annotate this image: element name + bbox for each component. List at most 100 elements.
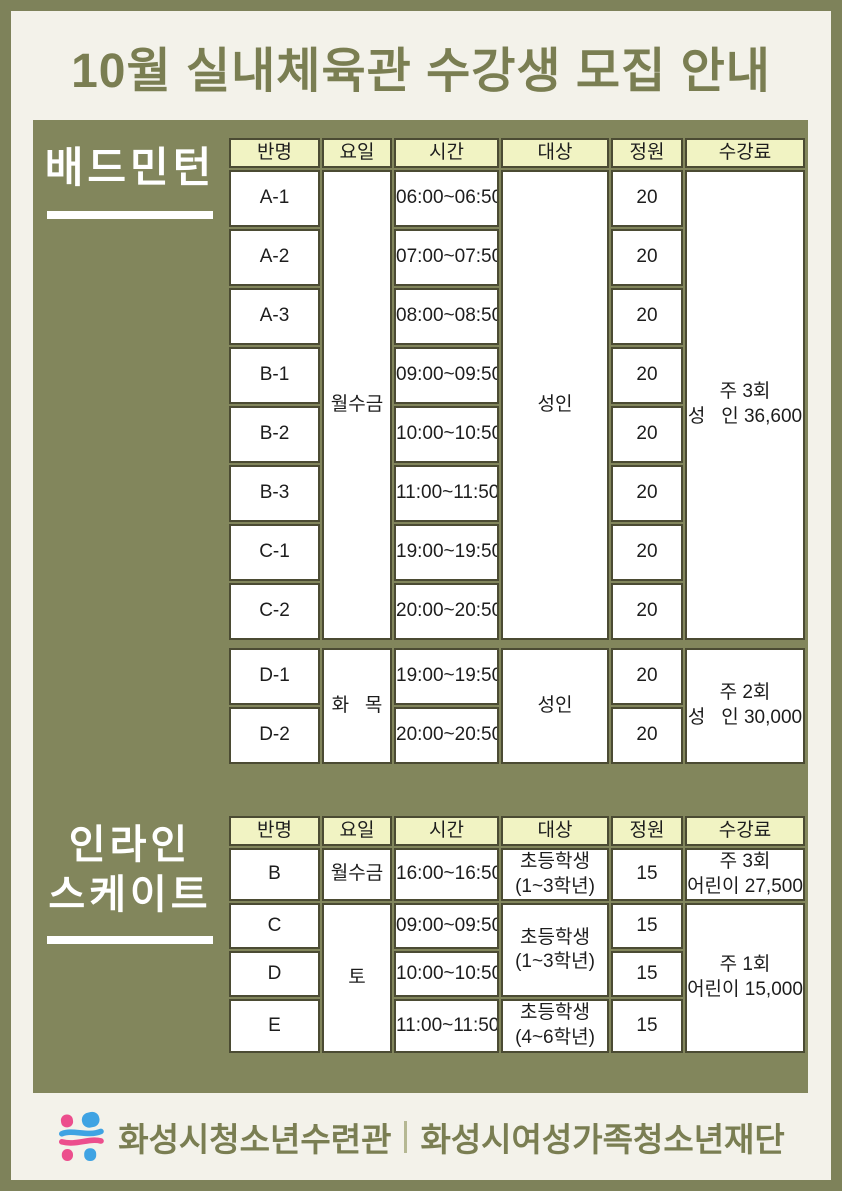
inline-skate-label-line2: 스케이트: [48, 873, 212, 917]
table-cell: 성인: [501, 648, 609, 764]
inline-skate-table: 반명 요일 시간 대상 정원 수강료 B 월수금 16:00~16:50 초등학생 (1~3학년)…: [227, 814, 807, 1055]
table-row: D 10:00~10:50 15: [229, 951, 805, 998]
title-block: 10월 실내체육관 수강생 모집 안내: [11, 11, 831, 120]
column-header: 시간: [394, 816, 499, 846]
column-header: 시간: [394, 138, 499, 168]
inline-skate-section: 인라인 스케이트 반명 요일 시간 대상 정원 수강료 B 월수금 16:00~16:50 초등학…: [33, 814, 808, 1055]
table-cell: 15: [611, 951, 683, 998]
table-cell: 10:00~10:50: [394, 406, 499, 463]
table-cell: 20:00~20:50: [394, 707, 499, 764]
table-cell: E: [229, 999, 320, 1053]
table-cell: 15: [611, 999, 683, 1053]
table-cell: D: [229, 951, 320, 998]
column-header: 요일: [322, 138, 392, 168]
table-cell: 20: [611, 465, 683, 522]
badminton-section: 배드민턴 반명 요일 시간 대상 정원 수강료 A-1 월수금 06:00~06:50 성인 20 주…: [33, 136, 808, 766]
table-cell: D-1: [229, 648, 320, 705]
table-cell: 월수금: [322, 170, 392, 640]
footer-divider: [404, 1120, 408, 1153]
table-cell: B-2: [229, 406, 320, 463]
table-cell: 20: [611, 406, 683, 463]
column-header: 대상: [501, 138, 609, 168]
column-header: 반명: [229, 816, 320, 846]
table-cell: 20: [611, 648, 683, 705]
inline-skate-label-line1: 인라인: [68, 823, 192, 867]
table-row: A-3 08:00~08:50 20: [229, 288, 805, 345]
table-cell: 성인: [501, 170, 609, 640]
table-cell: 20: [611, 170, 683, 227]
table-row: A-2 07:00~07:50 20: [229, 229, 805, 286]
column-header: 정원: [611, 138, 683, 168]
table-row: D-1 화 목 19:00~19:50 성인 20 주 2회 성 인 30,000: [229, 648, 805, 764]
table-cell: 20: [611, 524, 683, 581]
badminton-label-underline: [47, 210, 213, 219]
table-cell: 06:00~06:50: [394, 170, 499, 227]
footer: 화성시청소년수련관 화성시여성가족청소년재단: [11, 1093, 831, 1180]
footer-org-right: 화성시여성가족청소년재단: [420, 1120, 785, 1158]
table-cell: 주 1회 어린이 15,000: [685, 903, 805, 1053]
table-cell: 09:00~09:50: [394, 347, 499, 404]
table-cell: A-1: [229, 170, 320, 227]
table-cell: 20: [611, 288, 683, 345]
table-row: B 월수금 16:00~16:50 초등학생 (1~3학년) 15 주 3회 어린이 27…: [229, 848, 805, 902]
table-cell: B-1: [229, 347, 320, 404]
inline-skate-tables: 반명 요일 시간 대상 정원 수강료 B 월수금 16:00~16:50 초등학생 (1~3학년)…: [227, 814, 808, 1055]
table-row: C 토 09:00~09:50 초등학생 (1~3학년) 15 주 1회 어린이 15,0…: [229, 903, 805, 1053]
table-cell: 11:00~11:50: [394, 465, 499, 522]
badminton-label-col: 배드민턴: [33, 136, 227, 766]
table-cell: 초등학생 (1~3학년): [501, 848, 609, 902]
table-cell: A-2: [229, 229, 320, 286]
column-header: 정원: [611, 816, 683, 846]
column-header: 수강료: [685, 138, 805, 168]
column-header: 반명: [229, 138, 320, 168]
table-cell: 주 2회 성 인 30,000: [685, 648, 805, 764]
table-row: B-3 11:00~11:50 20: [229, 465, 805, 522]
table-row: E 11:00~11:50 초등학생 (4~6학년) 15: [229, 999, 805, 1053]
table-cell: 10:00~10:50: [394, 951, 499, 998]
column-header: 요일: [322, 816, 392, 846]
table-row: B-2 10:00~10:50 20: [229, 406, 805, 463]
table-cell: 08:00~08:50: [394, 288, 499, 345]
page-title: 10월 실내체육관 수강생 모집 안내: [71, 44, 771, 98]
table-cell: 월수금: [322, 848, 392, 902]
badminton-label: 배드민턴: [44, 144, 216, 191]
badminton-tables: 반명 요일 시간 대상 정원 수강료 A-1 월수금 06:00~06:50 성인 20 주 3회 성…: [227, 136, 808, 766]
table-cell: 주 3회 어린이 27,500: [685, 848, 805, 902]
inline-skate-label-underline: [47, 936, 213, 944]
table-row: C-1 19:00~19:50 20: [229, 524, 805, 581]
main-panel: 배드민턴 반명 요일 시간 대상 정원 수강료 A-1 월수금 06:00~06:50 성인 20 주…: [33, 120, 808, 1093]
table-cell: A-3: [229, 288, 320, 345]
inline-skate-label-col: 인라인 스케이트: [33, 814, 227, 1055]
column-header: 대상: [501, 816, 609, 846]
badminton-table-main: 반명 요일 시간 대상 정원 수강료 A-1 월수금 06:00~06:50 성인 20 주 3회 성…: [227, 136, 807, 642]
table-cell: 07:00~07:50: [394, 229, 499, 286]
table-cell: 토: [322, 903, 392, 1053]
column-header: 수강료: [685, 816, 805, 846]
table-cell: C-2: [229, 583, 320, 640]
table-cell: 20: [611, 229, 683, 286]
table-row: B-1 09:00~09:50 20: [229, 347, 805, 404]
table-row: C-2 20:00~20:50 20: [229, 583, 805, 640]
table-row: A-1 월수금 06:00~06:50 성인 20 주 3회 성 인 36,600: [229, 170, 805, 640]
table-cell: 15: [611, 848, 683, 902]
table-cell: 16:00~16:50: [394, 848, 499, 902]
table-cell: D-2: [229, 707, 320, 764]
hwaseong-logo-icon: [59, 1111, 105, 1161]
table-cell: 15: [611, 903, 683, 950]
table-cell: 20: [611, 583, 683, 640]
table-cell: 19:00~19:50: [394, 524, 499, 581]
table-cell: 11:00~11:50: [394, 999, 499, 1053]
table-cell: C: [229, 903, 320, 950]
table-cell: B: [229, 848, 320, 902]
table-cell: 20: [611, 707, 683, 764]
badminton-table-sub: D-1 화 목 19:00~19:50 성인 20 주 2회 성 인 30,000 D-2 2…: [227, 646, 807, 766]
table-cell: 초등학생 (4~6학년): [501, 999, 609, 1053]
table-cell: 주 3회 성 인 36,600: [685, 170, 805, 640]
table-cell: C-1: [229, 524, 320, 581]
table-cell: 20:00~20:50: [394, 583, 499, 640]
table-cell: 19:00~19:50: [394, 648, 499, 705]
footer-org-left: 화성시청소년수련관: [118, 1120, 392, 1158]
table-cell: B-3: [229, 465, 320, 522]
table-cell: 09:00~09:50: [394, 903, 499, 950]
